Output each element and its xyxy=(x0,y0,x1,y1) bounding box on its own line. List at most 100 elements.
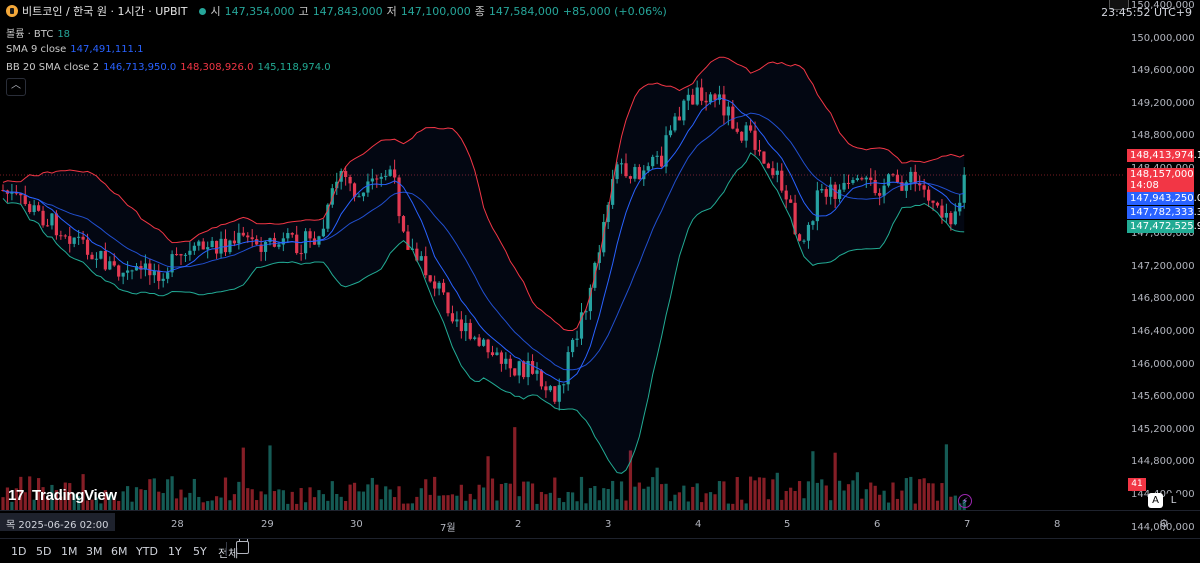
range-button-5D[interactable]: 5D xyxy=(36,545,52,558)
ohlc-open: 147,354,000 xyxy=(224,5,295,18)
time-axis-label: 7월 xyxy=(440,523,456,534)
sma-legend[interactable]: SMA 9 close 147,491,111.1 xyxy=(6,44,147,55)
candle-body xyxy=(277,244,281,247)
candle-body xyxy=(744,125,748,141)
candle-body xyxy=(673,116,677,131)
volume-bar xyxy=(953,495,957,510)
candle-body xyxy=(482,339,486,346)
candle-body xyxy=(10,191,14,194)
candle-body xyxy=(321,228,325,237)
candle-body xyxy=(228,240,232,253)
lightning-icon[interactable]: ⚡ xyxy=(958,494,972,508)
candle-body xyxy=(59,235,63,237)
candle-body xyxy=(246,235,250,238)
volume-bar xyxy=(477,484,481,510)
collapse-legend-button[interactable]: ︿ xyxy=(6,78,26,96)
candle-body xyxy=(63,235,67,237)
range-button-전체[interactable]: 전체 xyxy=(218,547,239,560)
candle-body xyxy=(526,360,530,378)
symbol-title[interactable]: 비트코인 / 한국 원 · 1시간 · UPBIT xyxy=(22,5,188,18)
candle-body xyxy=(401,216,406,232)
range-button-YTD[interactable]: YTD xyxy=(136,545,158,558)
volume-bar xyxy=(246,488,250,510)
volume-bar xyxy=(130,501,134,510)
candle-body xyxy=(820,189,824,191)
candle-body xyxy=(793,202,797,235)
candle-body xyxy=(833,184,837,199)
candle-body xyxy=(263,241,268,252)
candle-body xyxy=(517,361,521,376)
volume-bar xyxy=(290,491,294,510)
range-button-1D[interactable]: 1D xyxy=(11,545,27,558)
candle-body xyxy=(740,131,744,141)
candle-body xyxy=(677,116,681,121)
gear-icon[interactable]: ⚙ xyxy=(1159,517,1169,530)
volume-bar xyxy=(308,487,312,510)
price-axis-label: 150,400,000 xyxy=(1131,0,1195,11)
price-axis-label: 150,000,000 xyxy=(1131,32,1195,44)
price-axis-label: 146,000,000 xyxy=(1131,358,1195,370)
market-status-icon[interactable] xyxy=(199,8,207,15)
candle-body xyxy=(335,181,339,189)
ohlc-close: 147,584,000 xyxy=(488,5,559,18)
candle-body xyxy=(891,174,895,176)
volume-bar xyxy=(134,487,139,510)
candle-body xyxy=(41,210,45,226)
candle-body xyxy=(148,263,152,276)
candle-body xyxy=(424,256,428,276)
tradingview-logo[interactable]: 17 TradingView xyxy=(8,487,117,504)
volume-bar xyxy=(602,488,606,510)
candle-body xyxy=(241,232,245,236)
range-button-5Y[interactable]: 5Y xyxy=(193,545,207,558)
volume-bar xyxy=(735,477,739,510)
volume-legend[interactable]: 볼륨 · BTC 18 xyxy=(6,25,74,40)
price-axis-label: 148,800,000 xyxy=(1131,130,1195,142)
volume-name: 볼륨 · BTC xyxy=(6,29,54,40)
volume-bar xyxy=(717,481,722,510)
candle-body xyxy=(19,193,23,196)
log-scale-button[interactable]: L xyxy=(1166,493,1181,508)
candle-body xyxy=(441,282,446,293)
sma-line xyxy=(2,97,965,383)
candle-body xyxy=(588,287,592,312)
candle-body xyxy=(54,213,58,236)
volume-bar xyxy=(99,503,103,510)
volume-bar xyxy=(927,483,931,510)
candle-body xyxy=(428,275,432,282)
volume-bar xyxy=(838,480,842,510)
range-button-3M[interactable]: 3M xyxy=(86,545,103,558)
volume-bar xyxy=(366,484,370,510)
candle-body xyxy=(295,234,299,254)
candle-body xyxy=(735,128,739,132)
bb-legend[interactable]: BB 20 SMA close 2 146,713,950.0 148,308,92… xyxy=(6,62,335,73)
candle-body xyxy=(45,225,50,227)
candle-body xyxy=(522,361,526,378)
bb-upper-tag: 148,413,974.1 xyxy=(1127,149,1200,162)
volume-bar xyxy=(112,499,116,510)
candle-body xyxy=(37,205,41,211)
candle-body xyxy=(664,135,668,167)
volume-bar xyxy=(393,497,397,510)
candle-body xyxy=(166,272,170,279)
candle-body xyxy=(32,205,36,213)
candle-body xyxy=(272,238,277,247)
volume-bar xyxy=(958,503,962,510)
range-button-6M[interactable]: 6M xyxy=(111,545,128,558)
volume-bar xyxy=(286,503,290,510)
auto-scale-button[interactable]: A xyxy=(1148,493,1163,508)
candle-body xyxy=(455,319,459,322)
range-button-1M[interactable]: 1M xyxy=(61,545,78,558)
candle-body xyxy=(77,236,81,238)
time-axis[interactable]: 28 29 30 7월 2 3 4 5 6 7 8 xyxy=(0,510,1200,537)
price-chart[interactable] xyxy=(0,0,1125,510)
calendar-icon[interactable] xyxy=(236,539,249,554)
candle-body xyxy=(846,182,851,184)
volume-bar xyxy=(295,503,299,510)
clock[interactable]: 23:45:52 UTC+9 xyxy=(1101,6,1192,19)
range-button-1Y[interactable]: 1Y xyxy=(168,545,182,558)
bb-upper-value: 148,308,926.0 xyxy=(180,62,254,73)
candle-body xyxy=(406,231,410,250)
candle-body xyxy=(513,368,517,376)
candle-body xyxy=(352,183,357,197)
volume-bar xyxy=(108,494,112,510)
